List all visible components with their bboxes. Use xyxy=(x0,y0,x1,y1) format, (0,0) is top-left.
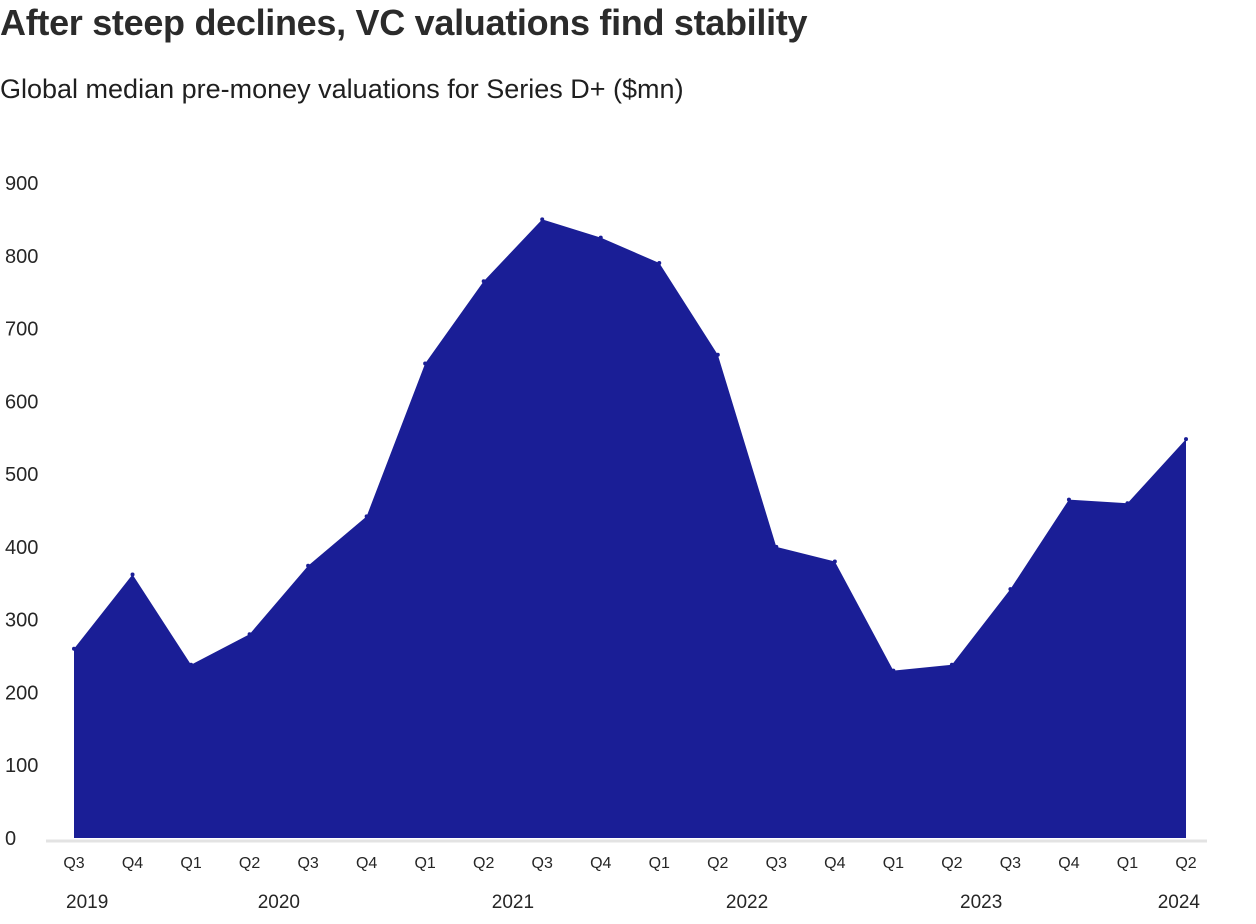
x-tick-label: Q3 xyxy=(63,855,84,872)
y-axis-tick-labels: 0 100 200 300 400 500 600 700 800 900 xyxy=(5,173,38,850)
x-tick-label: Q3 xyxy=(1000,855,1021,872)
y-tick-label: 300 xyxy=(5,610,38,632)
y-tick-label: 0 xyxy=(5,828,16,850)
data-point xyxy=(949,662,954,667)
data-point xyxy=(247,632,252,637)
data-point xyxy=(1008,587,1013,592)
data-points xyxy=(72,217,1188,673)
year-label: 2024 xyxy=(1158,892,1201,913)
data-point xyxy=(540,217,545,222)
data-point xyxy=(306,563,311,568)
x-tick-label: Q3 xyxy=(532,855,553,872)
data-point xyxy=(364,514,369,519)
x-tick-label: Q4 xyxy=(824,855,845,872)
x-tick-label: Q4 xyxy=(122,855,143,872)
x-tick-label: Q1 xyxy=(1117,855,1138,872)
data-point xyxy=(1125,501,1130,506)
year-label: 2019 xyxy=(66,892,108,913)
y-tick-label: 100 xyxy=(5,755,38,777)
x-tick-label: Q1 xyxy=(414,855,435,872)
y-tick-label: 400 xyxy=(5,537,38,559)
x-tick-label: Q1 xyxy=(649,855,670,872)
x-tick-label: Q2 xyxy=(1175,855,1196,872)
y-tick-label: 800 xyxy=(5,246,38,268)
data-point xyxy=(1184,437,1188,442)
x-tick-label: Q4 xyxy=(356,855,377,872)
year-label: 2020 xyxy=(258,892,300,913)
x-tick-label: Q1 xyxy=(180,855,201,872)
year-label: 2023 xyxy=(960,892,1002,913)
x-tick-label: Q4 xyxy=(1058,855,1079,872)
x-axis-year-labels: 2019 2020 2021 2022 2023 2024 xyxy=(66,892,1200,913)
data-point xyxy=(657,261,662,266)
data-point xyxy=(774,544,779,549)
y-tick-label: 600 xyxy=(5,391,38,413)
data-point xyxy=(481,279,486,284)
data-point xyxy=(130,572,135,577)
x-tick-label: Q2 xyxy=(941,855,962,872)
data-point xyxy=(598,235,603,240)
year-label: 2022 xyxy=(726,892,768,913)
data-point xyxy=(1066,497,1071,502)
y-tick-label: 200 xyxy=(5,682,38,704)
data-point xyxy=(423,361,428,366)
x-tick-label: Q3 xyxy=(766,855,787,872)
y-tick-label: 700 xyxy=(5,319,38,341)
chart-title: After steep declines, VC valuations find… xyxy=(0,2,808,43)
year-label: 2021 xyxy=(492,892,534,913)
x-tick-label: Q3 xyxy=(297,855,318,872)
x-tick-label: Q1 xyxy=(883,855,904,872)
data-point xyxy=(715,352,720,357)
x-tick-label: Q2 xyxy=(707,855,728,872)
x-tick-label: Q4 xyxy=(590,855,611,872)
y-tick-label: 900 xyxy=(5,173,38,195)
data-point xyxy=(72,646,76,651)
data-point xyxy=(832,559,837,564)
x-tick-label: Q2 xyxy=(239,855,260,872)
x-tick-label: Q2 xyxy=(473,855,494,872)
chart-subtitle: Global median pre-money valuations for S… xyxy=(0,74,684,104)
data-point xyxy=(189,662,194,667)
area-series xyxy=(74,219,1186,838)
data-point xyxy=(891,668,896,673)
x-axis-quarter-labels: Q3 Q4 Q1 Q2 Q3 Q4 Q1 Q2 Q3 Q4 Q1 Q2 Q3 Q4 Q1 Q2 Q3 Q4 Q1 Q2 xyxy=(63,855,1196,872)
y-tick-label: 500 xyxy=(5,464,38,486)
